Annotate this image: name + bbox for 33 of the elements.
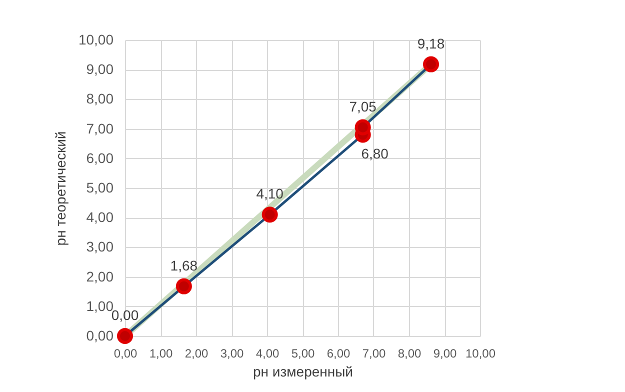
x-tick-label: 7,00 (362, 346, 386, 360)
y-tick-label: 5,00 (86, 180, 114, 196)
x-tick-label: 9,00 (433, 346, 457, 360)
x-tick-label: 5,00 (291, 346, 315, 360)
y-tick-label: 7,00 (86, 120, 114, 136)
data-label: 4,10 (256, 186, 284, 202)
x-tick-label: 10,00 (465, 346, 496, 360)
y-tick-label: 0,00 (86, 328, 114, 344)
data-label: 7,05 (349, 98, 377, 114)
x-tick-label: 8,00 (398, 346, 422, 360)
point (422, 56, 440, 72)
x-tick-label: 0,00 (114, 346, 138, 360)
y-tick-label: 6,00 (86, 150, 114, 166)
data-label: 9,18 (417, 35, 445, 52)
point (176, 278, 192, 294)
y-tick-label: 3,00 (86, 238, 114, 255)
y-tick-label: 8,00 (86, 90, 114, 107)
data-label: 1,68 (170, 257, 198, 274)
x-tick-label: 2,00 (184, 346, 208, 360)
y-tick-label: 2,00 (86, 268, 114, 284)
point (262, 206, 278, 223)
point (116, 328, 134, 344)
x-axis-title: pн измеренный (253, 364, 353, 380)
point (354, 119, 371, 136)
y-axis-title: pн теоретический (52, 131, 68, 246)
y-tick-label: 10,00 (78, 32, 114, 48)
y-tick-label: 4,00 (86, 209, 114, 226)
x-tick-label: 6,00 (326, 346, 350, 360)
x-tick-label: 4,00 (256, 346, 280, 360)
x-tick-label: 1,00 (149, 346, 173, 360)
data-label: 6,80 (361, 146, 389, 162)
y-tick-label: 9,00 (86, 61, 114, 78)
x-tick-label: 3,00 (220, 346, 244, 360)
